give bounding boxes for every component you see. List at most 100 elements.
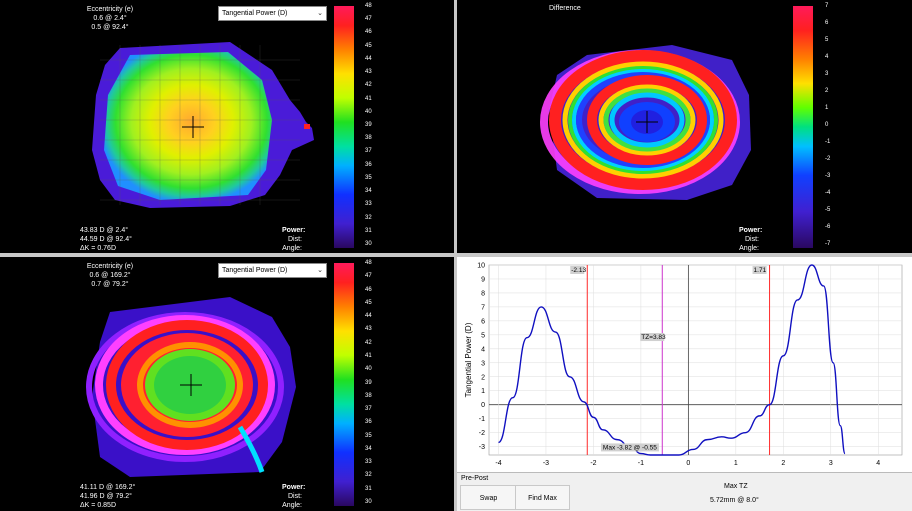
scale-tick-label: 38 (365, 392, 372, 399)
pre-post-group: Pre-Post Swap Find Max Max TZ 5.72mm @ 8… (457, 472, 912, 511)
ecc-value-2: 0.5 @ 92.4° (91, 24, 129, 31)
scale-tick-label: 40 (365, 108, 372, 115)
difference-map[interactable] (457, 0, 912, 253)
scale-tick-label: 32 (365, 472, 372, 479)
post-map-panel[interactable]: Eccentricity (e) 0.6 @ 169.2° 0.7 @ 79.2… (0, 257, 454, 511)
y-tick-label: 4 (481, 346, 485, 353)
scale-tick-label: 38 (365, 135, 372, 142)
power-color-scale (334, 6, 354, 248)
x-tick-label: -1 (638, 460, 644, 467)
marker-label: 1.71 (754, 267, 767, 274)
dropdown-value: Tangential Power (D) (222, 10, 288, 17)
scale-tick-label: 40 (365, 366, 372, 373)
map-type-dropdown[interactable]: Tangential Power (D) ⌄ (218, 263, 327, 278)
marker-label-bg (640, 333, 665, 342)
power-label: Power: (282, 484, 306, 491)
swap-button[interactable]: Swap (460, 485, 517, 510)
ecc-value-1: 0.6 @ 169.2° (89, 272, 131, 279)
y-tick-label: -2 (479, 430, 485, 437)
power-label: Power: (282, 227, 306, 234)
profile-chart-panel: 10 9 8 7 6 5 4 3 2 1 0 -1 -2 -3 -4 -3 -2 -1 0 1 2 3 4 Tangentia… (457, 257, 912, 511)
find-max-button[interactable]: Find Max (515, 485, 570, 510)
x-tick-label: -3 (543, 460, 549, 467)
delta-k: ΔK = 0.76D (80, 245, 117, 252)
pre-topography-map[interactable] (0, 0, 454, 253)
simk-1: 41.11 D @ 169.2° (80, 484, 136, 491)
max-tz-value: 5.72mm @ 8.0° (710, 497, 759, 504)
scale-tick-label: 47 (365, 16, 372, 23)
y-tick-label: 1 (481, 388, 485, 395)
difference-title: Difference (549, 5, 581, 12)
chevron-down-icon: ⌄ (317, 267, 323, 274)
angle-label: Angle: (282, 502, 302, 509)
scale-tick-label: 39 (365, 122, 372, 128)
power-scale-labels: 48 47 46 45 44 43 42 41 40 39 38 37 36 35 34 33 32 31 30 (365, 260, 385, 507)
pre-map-panel[interactable]: Eccentricity (e) 0.6 @ 2.4° 0.5 @ 92.4° … (0, 0, 454, 253)
scale-tick-label: -1 (825, 139, 831, 145)
marker-label-bg (570, 266, 585, 274)
eccentricity-readout: Eccentricity (e) 0.6 @ 169.2° 0.7 @ 79.2… (70, 262, 150, 289)
difference-map-panel[interactable]: Difference Power: Dist: Angle: 7 6 5 4 3 2 1 0 -… (457, 0, 912, 253)
scale-tick-label: 39 (365, 379, 372, 386)
angle-label: Angle: (739, 245, 759, 252)
scale-tick-label: 31 (365, 227, 372, 234)
scale-tick-label: 30 (365, 241, 372, 247)
y-tick-label: 8 (481, 290, 485, 297)
scale-tick-label: 5 (825, 37, 829, 43)
scale-tick-label: -2 (825, 156, 831, 162)
scale-tick-label: 44 (365, 313, 372, 320)
scale-tick-label: 1 (825, 105, 829, 111)
scale-tick-label: 4 (825, 54, 829, 60)
chevron-down-icon: ⌄ (317, 10, 323, 17)
map-type-dropdown[interactable]: Tangential Power (D) ⌄ (218, 6, 327, 21)
scale-tick-label: 48 (365, 260, 372, 266)
pre-post-label: Pre-Post (461, 475, 489, 482)
power-scale-labels: 48 47 46 45 44 43 42 41 40 39 38 37 36 35 34 33 32 31 30 (365, 3, 385, 249)
plot-area (488, 264, 903, 456)
scale-tick-label: 43 (365, 326, 372, 333)
simk-readout: 43.83 D @ 2.4° 44.59 D @ 92.4° ΔK = 0.76… (80, 226, 132, 253)
simk-1: 43.83 D @ 2.4° (80, 227, 129, 234)
simk-2: 41.96 D @ 79.2° (80, 493, 132, 500)
y-tick-label: 6 (481, 318, 485, 325)
scale-tick-label: 34 (365, 445, 372, 452)
ecc-value-1: 0.6 @ 2.4° (93, 15, 127, 22)
scale-tick-label: -5 (825, 207, 831, 213)
scale-tick-label: 44 (365, 55, 372, 62)
power-label: Power: (739, 227, 763, 234)
dist-label: Dist: (745, 236, 759, 243)
x-tick-label: 4 (876, 460, 880, 467)
scale-tick-label: 45 (365, 299, 372, 306)
scale-tick-label: 33 (365, 459, 372, 466)
max-annotation: Max -3.82 @ -0.55 (603, 444, 657, 451)
power-color-scale (334, 263, 354, 506)
x-tick-label: -4 (495, 460, 501, 467)
post-topography-map[interactable] (0, 257, 454, 511)
angle-label: Angle: (282, 245, 302, 252)
center-crosshair (182, 116, 204, 138)
scale-tick-label: 0 (825, 122, 829, 128)
y-tick-label: 10 (477, 263, 485, 270)
scale-tick-label: -4 (825, 190, 831, 196)
max-tz-title: Max TZ (724, 483, 748, 490)
cursor-readout: Power: Dist: Angle: (282, 226, 306, 253)
scale-tick-label: -6 (825, 224, 831, 230)
scale-tick-label: 46 (365, 29, 372, 36)
difference-color-scale (793, 6, 813, 248)
simk-readout: 41.11 D @ 169.2° 41.96 D @ 79.2° ΔK = 0.… (80, 483, 135, 510)
scale-tick-label: 35 (365, 174, 372, 181)
y-tick-label: -1 (479, 416, 485, 423)
scale-tick-label: 36 (365, 161, 372, 168)
y-tick-label: 2 (481, 374, 485, 381)
y-tick-label: 5 (481, 332, 485, 339)
simk-2: 44.59 D @ 92.4° (80, 236, 132, 243)
cursor-readout: Power: Dist: Angle: (739, 226, 763, 253)
scale-tick-label: 3 (825, 71, 829, 77)
scale-tick-label: -7 (825, 241, 831, 247)
scale-tick-label: 45 (365, 42, 372, 49)
scale-tick-label: 42 (365, 82, 372, 89)
scale-tick-label: 32 (365, 214, 372, 221)
scale-tick-label: 7 (825, 3, 829, 9)
y-tick-label: 9 (481, 276, 485, 283)
